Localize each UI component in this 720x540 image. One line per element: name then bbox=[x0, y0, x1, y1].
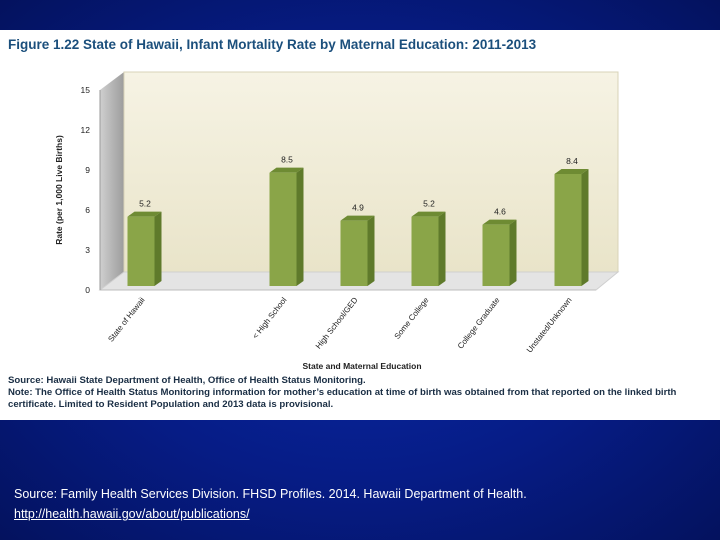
x-tick-label: High School/GED bbox=[314, 296, 360, 351]
bar bbox=[411, 211, 446, 286]
bar-top bbox=[411, 211, 446, 217]
y-ticks: 0 3 6 9 12 15 bbox=[81, 85, 91, 295]
y-tick-label: 0 bbox=[85, 285, 90, 295]
y-tick-label: 15 bbox=[81, 85, 91, 95]
chart-source-note: Source: Hawaii State Department of Healt… bbox=[8, 375, 366, 386]
footer-url-link[interactable]: http://health.hawaii.gov/about/publicati… bbox=[14, 507, 250, 521]
bar-chart: 0 3 6 9 12 15 5.2 8.5 4.9 5.2 4.6 8.4 State of Haw… bbox=[54, 71, 620, 371]
bar-side bbox=[154, 211, 162, 286]
bar bbox=[269, 167, 304, 286]
bar-top bbox=[127, 211, 162, 217]
footer-source: Source: Family Health Services Division.… bbox=[14, 487, 527, 501]
y-tick-label: 6 bbox=[85, 205, 90, 215]
chart-side-wall bbox=[100, 72, 124, 290]
bar-front bbox=[269, 172, 297, 286]
bar-front bbox=[411, 216, 439, 286]
bar-side bbox=[367, 215, 375, 286]
chart-data-note: Note: The Office of Health Status Monito… bbox=[8, 387, 677, 411]
bar-value-label: 8.4 bbox=[566, 156, 578, 166]
x-tick-label: Some College bbox=[393, 295, 431, 341]
bar-front bbox=[554, 174, 582, 286]
bar-top bbox=[340, 215, 375, 221]
figure-title: Figure 1.22 State of Hawaii, Infant Mort… bbox=[8, 37, 537, 52]
bar-front bbox=[482, 224, 510, 286]
figure-panel: Figure 1.22 State of Hawaii, Infant Mort… bbox=[0, 30, 720, 420]
x-tick-label: < High School bbox=[251, 296, 289, 341]
bar-value-label: 4.9 bbox=[352, 203, 364, 213]
bar-value-label: 8.5 bbox=[281, 155, 293, 165]
bars bbox=[127, 167, 589, 286]
y-axis-title: Rate (per 1,000 Live Births) bbox=[54, 135, 64, 245]
x-tick-label: Unstated/Unknown bbox=[525, 296, 574, 355]
x-axis-title: State and Maternal Education bbox=[302, 361, 421, 371]
x-tick-label: College Graduate bbox=[456, 295, 502, 350]
x-tick-labels: State of Hawaii < High School High School/… bbox=[106, 295, 573, 354]
bar-front bbox=[127, 216, 155, 286]
bar-side bbox=[581, 169, 589, 286]
bar-side bbox=[296, 167, 304, 286]
bar-side bbox=[509, 219, 517, 286]
value-labels: 5.2 8.5 4.9 5.2 4.6 8.4 bbox=[139, 155, 578, 217]
bar bbox=[554, 169, 589, 286]
bar bbox=[482, 219, 517, 286]
bar-value-label: 5.2 bbox=[423, 199, 435, 209]
y-tick-label: 12 bbox=[81, 125, 91, 135]
bar-front bbox=[340, 220, 368, 286]
bar-value-label: 4.6 bbox=[494, 207, 506, 217]
x-tick-label: State of Hawaii bbox=[106, 296, 146, 344]
y-tick-label: 9 bbox=[85, 165, 90, 175]
bar-side bbox=[438, 211, 446, 286]
bar-value-label: 5.2 bbox=[139, 199, 151, 209]
chart-notes: Source: Hawaii State Department of Healt… bbox=[8, 375, 698, 412]
slide-footer: Source: Family Health Services Division.… bbox=[14, 484, 527, 524]
bar bbox=[127, 211, 162, 286]
bar-top bbox=[482, 219, 517, 225]
bar-top bbox=[269, 167, 304, 173]
bar-top bbox=[554, 169, 589, 174]
y-tick-label: 3 bbox=[85, 245, 90, 255]
bar bbox=[340, 215, 375, 286]
